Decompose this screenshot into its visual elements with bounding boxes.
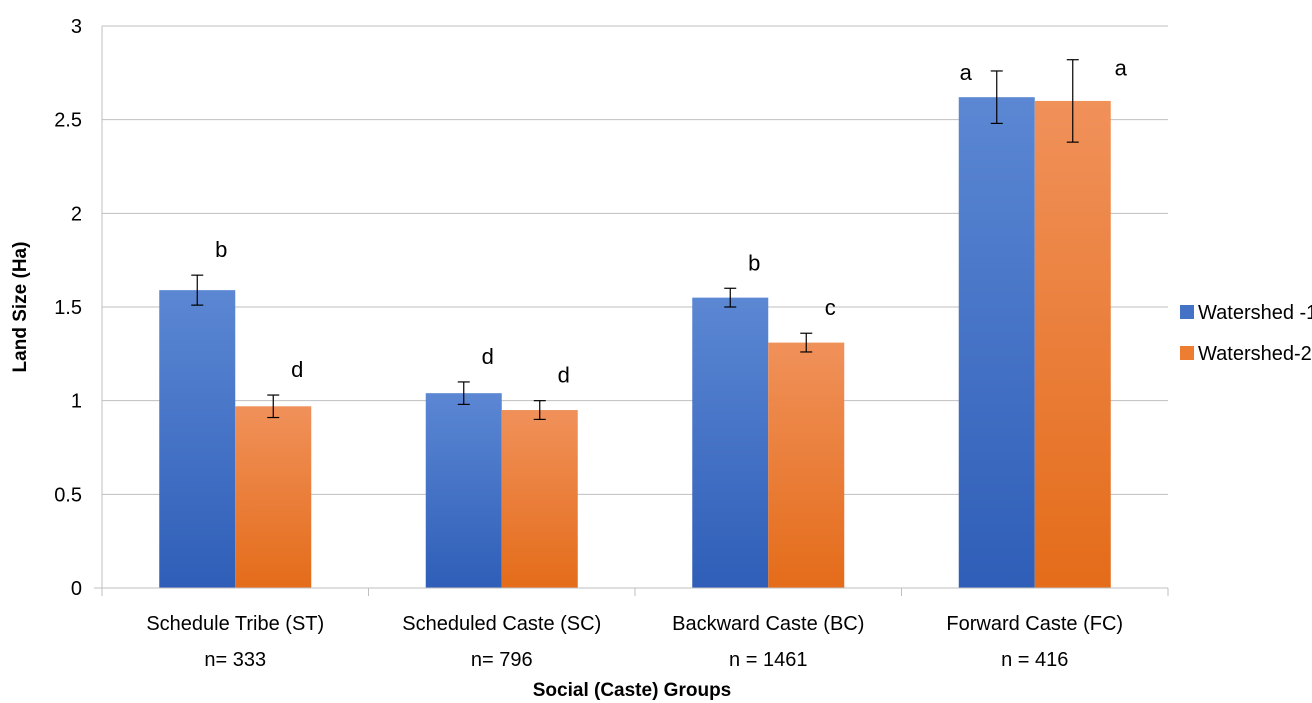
bar-watershed-1 xyxy=(425,393,502,588)
y-tick-label: 3 xyxy=(71,16,82,38)
significance-label: b xyxy=(215,237,227,262)
y-tick-label: 0.5 xyxy=(54,484,82,506)
y-tick-label: 1 xyxy=(71,391,82,413)
error-bars xyxy=(191,59,1079,420)
x-category-label: Backward Caste (BC) xyxy=(672,613,864,635)
legend: Watershed -1 Watershed-2 xyxy=(1180,302,1312,365)
x-axis-category-labels: Schedule Tribe (ST) n= 333 Scheduled Caste… xyxy=(146,613,1123,671)
x-category-sample-size: n= 796 xyxy=(471,649,533,671)
x-axis-title: Social (Caste) Groups xyxy=(533,680,732,701)
legend-label: Watershed-2 xyxy=(1198,343,1312,365)
x-axis xyxy=(94,587,1169,596)
bar-watershed-2 xyxy=(1034,100,1111,588)
y-tick-label: 2.5 xyxy=(54,110,82,132)
significance-label: b xyxy=(748,250,760,275)
x-category-label: Scheduled Caste (SC) xyxy=(402,613,601,635)
bar-watershed-1 xyxy=(692,297,769,588)
legend-swatch xyxy=(1180,346,1194,360)
x-category-label: Schedule Tribe (ST) xyxy=(146,613,324,635)
significance-labels: b d d d b c a a xyxy=(215,56,1128,388)
x-category-sample-size: n = 1461 xyxy=(729,649,807,671)
bar-watershed-1 xyxy=(958,97,1035,588)
bar-watershed-2 xyxy=(501,410,578,588)
significance-label: a xyxy=(960,60,973,85)
x-category-sample-size: n= 333 xyxy=(204,649,266,671)
significance-label: d xyxy=(291,357,303,382)
y-tick-label: 1.5 xyxy=(54,297,82,319)
legend-swatch xyxy=(1180,305,1194,319)
y-axis-title: Land Size (Ha) xyxy=(10,242,31,373)
bar-watershed-2 xyxy=(768,342,845,588)
significance-label: d xyxy=(558,363,570,388)
y-tick-label: 0 xyxy=(71,578,82,600)
y-tick-label: 2 xyxy=(71,203,82,225)
bar-watershed-1 xyxy=(159,290,236,588)
bar-watershed-2 xyxy=(235,406,312,588)
significance-label: a xyxy=(1115,56,1128,81)
significance-label: d xyxy=(482,344,494,369)
x-category-sample-size: n = 416 xyxy=(1001,649,1068,671)
significance-label: c xyxy=(825,295,836,320)
x-category-label: Forward Caste (FC) xyxy=(946,613,1123,635)
bars xyxy=(159,97,1111,588)
legend-label: Watershed -1 xyxy=(1198,302,1312,324)
y-axis-ticks: 0 0.5 1 1.5 2 2.5 3 xyxy=(54,16,82,600)
